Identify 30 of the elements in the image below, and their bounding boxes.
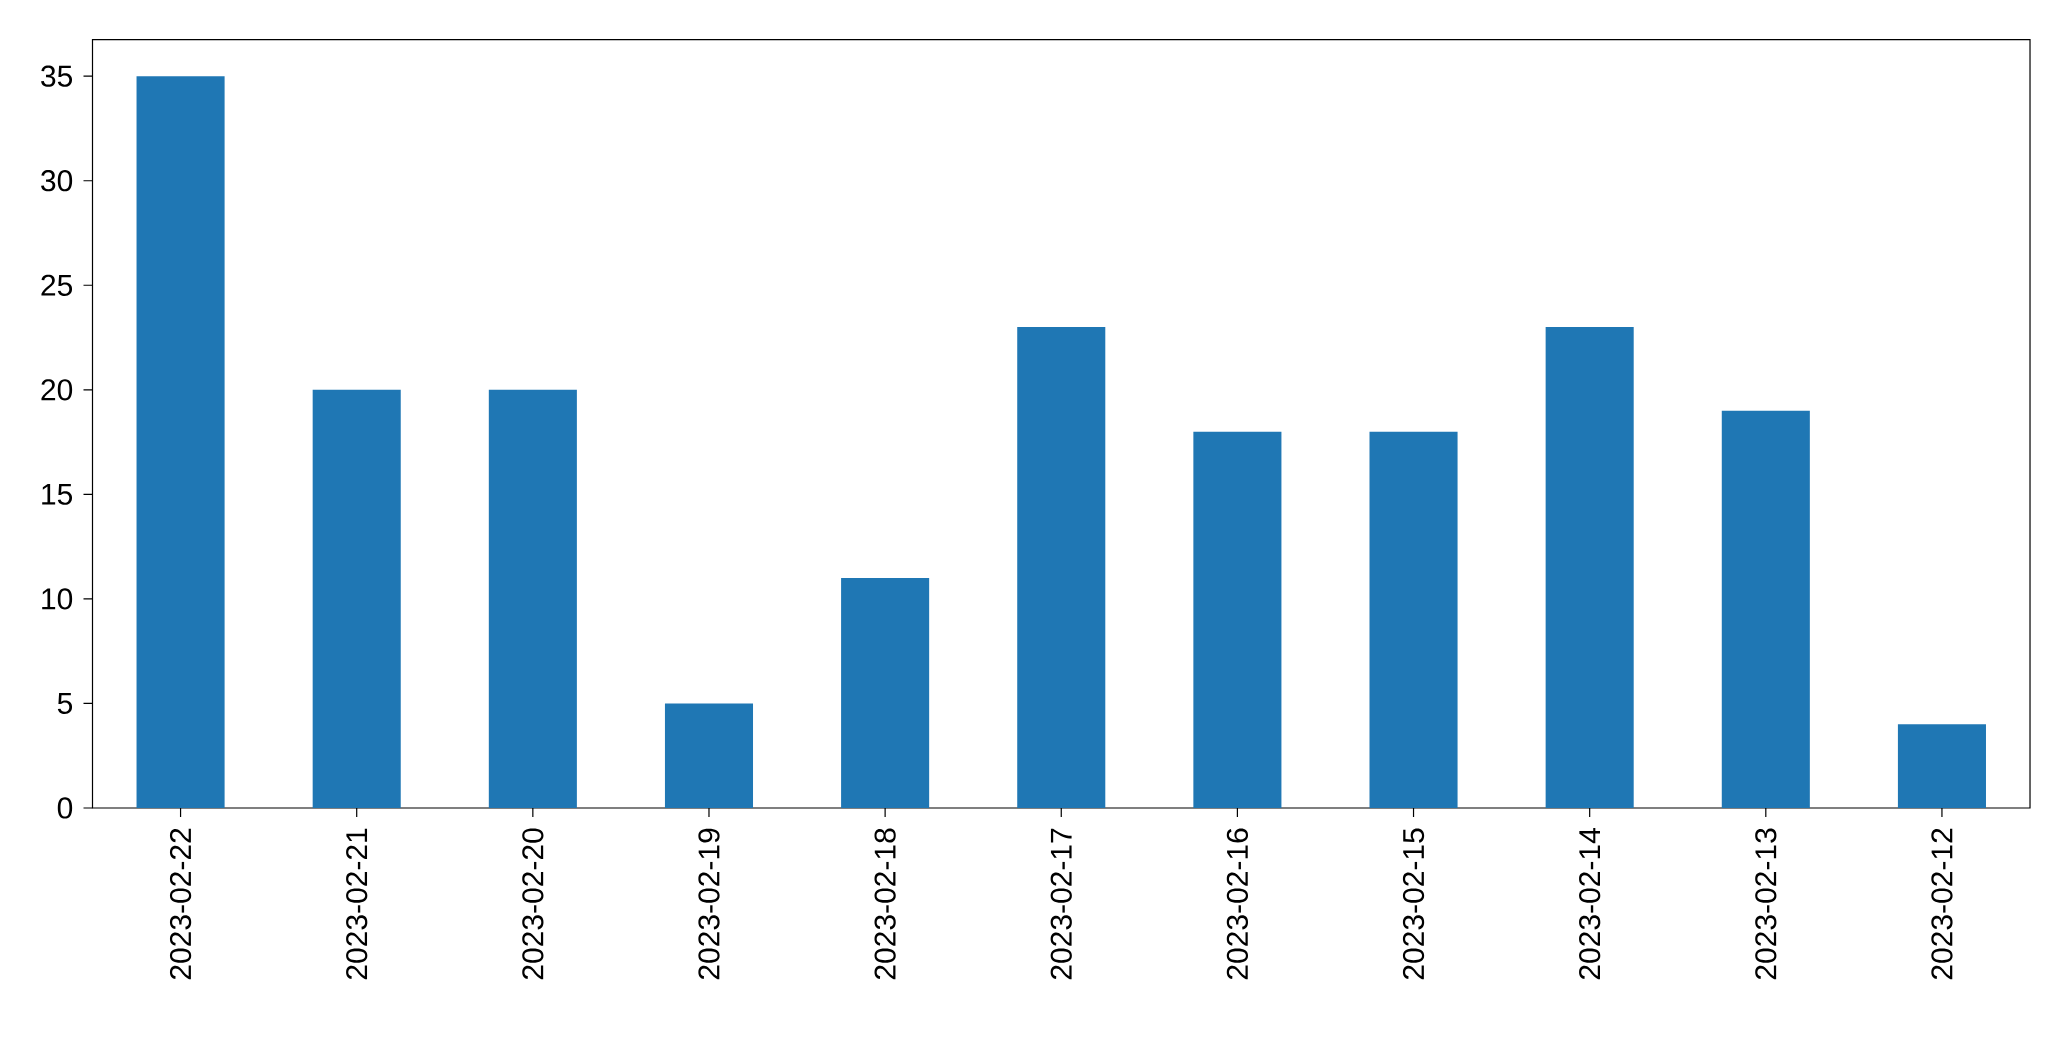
y-tick-label: 10: [42, 588, 73, 610]
x-tick-label: 2023-02-17: [1050, 828, 1072, 980]
y-tick-label: 20: [41, 379, 73, 401]
x-tick-label: 2023-02-13: [1755, 828, 1777, 980]
x-tick-label: 2023-02-12: [1931, 828, 1953, 980]
x-tick-label: 2023-02-21: [346, 828, 368, 980]
x-tick-label: 2023-02-20: [522, 828, 544, 980]
bar: [1017, 327, 1106, 808]
y-tick-label: 25: [41, 274, 73, 296]
x-tick-label: 2023-02-15: [1402, 828, 1425, 980]
x-tick-label: 2023-02-18: [874, 828, 896, 980]
y-tick-label: 5: [57, 692, 73, 714]
y-tick-label: 15: [42, 483, 73, 505]
bar: [1369, 431, 1458, 808]
bar: [1721, 410, 1810, 808]
y-tick-label: 35: [41, 65, 73, 87]
x-tick-label: 2023-02-22: [169, 828, 192, 980]
y-tick-label: 30: [41, 170, 73, 192]
x-tick-label: 2023-02-19: [698, 828, 720, 980]
x-tick-label: 2023-02-16: [1226, 828, 1249, 980]
bar: [312, 389, 401, 808]
x-tick-label: 2023-02-14: [1579, 828, 1601, 980]
bar: [841, 578, 930, 808]
bar: [1897, 724, 1986, 808]
bar: [1193, 431, 1282, 808]
bar: [664, 703, 754, 808]
bar: [488, 389, 577, 808]
y-tick-label: 0: [57, 797, 73, 819]
bar: [1545, 327, 1634, 808]
bar: [136, 76, 225, 808]
